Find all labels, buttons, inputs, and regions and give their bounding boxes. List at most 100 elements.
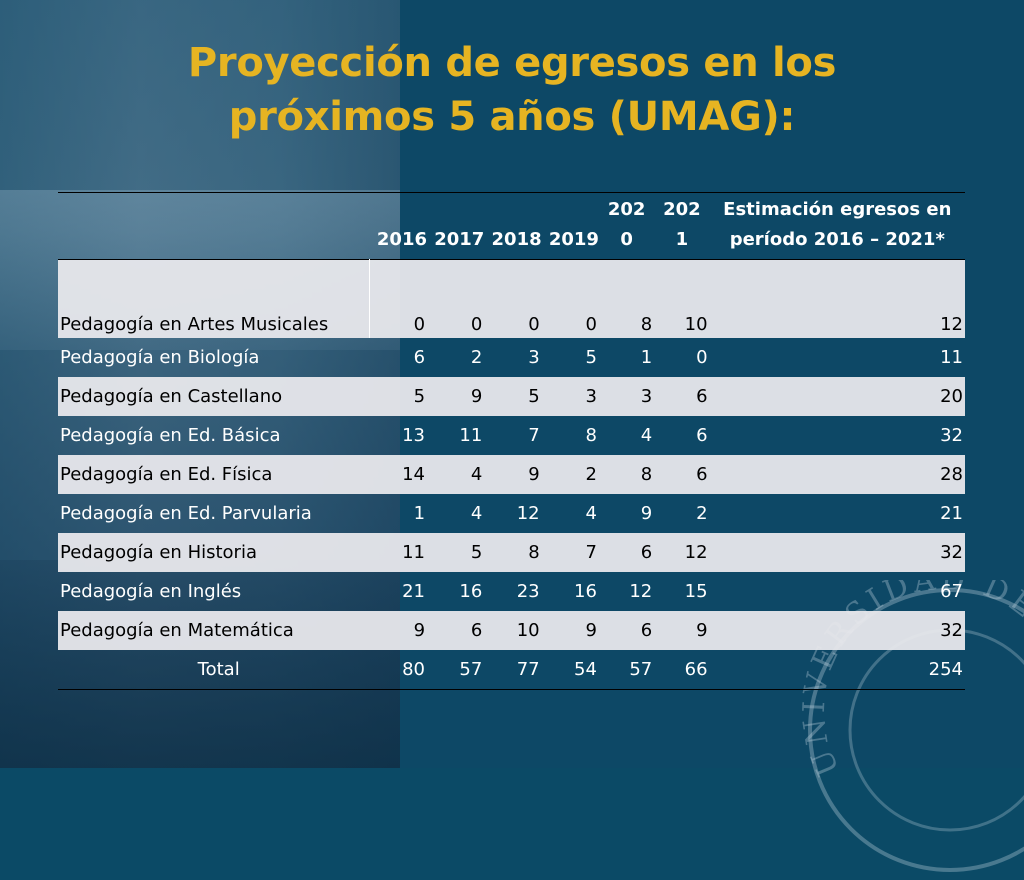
header-2020: 202 0 xyxy=(607,199,646,250)
year-value-cell: 9 xyxy=(427,377,485,416)
year-value-cell: 5 xyxy=(427,533,485,572)
year-value-cell: 12 xyxy=(516,503,540,524)
year-value-cell: 6 xyxy=(696,425,708,446)
year-value-cell: 2 xyxy=(696,503,708,524)
header-2018: 2018 xyxy=(491,229,542,250)
year-value-cell: 8 xyxy=(484,533,542,572)
year-value-cell: 1 xyxy=(640,347,653,368)
estimate-cell: 67 xyxy=(940,581,963,602)
table-row: Pedagogía en Ed. Parvularia 1 4 12 4 9 2 21 xyxy=(58,494,965,533)
year-value-cell: 3 xyxy=(598,377,655,416)
estimate-cell: 32 xyxy=(709,611,965,650)
table-row: Pedagogía en Ed. Física 14 4 9 2 8 6 28 xyxy=(58,455,965,494)
year-value-cell: 1 xyxy=(413,503,426,524)
program-name: Pedagogía en Matemática xyxy=(58,611,370,650)
total-value-cell: 54 xyxy=(541,650,599,690)
header-program xyxy=(58,193,370,260)
year-value-cell: 12 xyxy=(629,581,653,602)
total-value-cell: 66 xyxy=(654,650,710,690)
year-value-cell: 12 xyxy=(654,533,710,572)
year-value-cell: 9 xyxy=(369,611,428,650)
program-name: Pedagogía en Biología xyxy=(60,347,260,368)
year-value-cell: 6 xyxy=(598,533,655,572)
slide-title-line-1: Proyección de egresos en los xyxy=(187,40,837,86)
estimate-cell: 20 xyxy=(709,377,965,416)
year-value-cell: 5 xyxy=(585,347,597,368)
program-name: Pedagogía en Ed. Parvularia xyxy=(60,503,312,524)
year-value-cell: 8 xyxy=(598,455,655,494)
program-name: Pedagogía en Ed. Básica xyxy=(60,425,281,446)
total-value-cell: 57 xyxy=(598,650,655,690)
year-value-cell: 7 xyxy=(528,425,540,446)
total-row: Total 80 57 77 54 57 66 254 xyxy=(58,650,965,690)
total-label: Total xyxy=(58,650,370,690)
year-value-cell: 14 xyxy=(369,455,428,494)
program-name: Pedagogía en Historia xyxy=(58,533,370,572)
year-value-cell: 13 xyxy=(402,425,426,446)
program-name: Pedagogía en Inglés xyxy=(60,581,242,602)
graduates-table: 2016 2017 2018 2019 202 0 202 1 Estimación… xyxy=(58,192,965,690)
year-value-cell: 21 xyxy=(402,581,426,602)
year-value-cell: 11 xyxy=(459,425,483,446)
slide-title: Proyección de egresos en los próximos 5 … xyxy=(0,36,1024,144)
table-row: Pedagogía en Matemática 9 6 10 9 6 9 32 xyxy=(58,611,965,650)
program-name: Pedagogía en Artes Musicales xyxy=(58,259,371,338)
year-value-cell: 16 xyxy=(459,581,483,602)
estimate-cell: 28 xyxy=(709,455,965,494)
total-estimate-cell: 254 xyxy=(709,650,965,690)
year-value-cell: 4 xyxy=(585,503,597,524)
year-value-cell: 5 xyxy=(369,377,428,416)
year-value-cell: 16 xyxy=(574,581,597,602)
program-name: Pedagogía en Ed. Física xyxy=(58,455,370,494)
header-2016: 2016 xyxy=(376,229,428,250)
year-value-cell: 3 xyxy=(528,347,540,368)
year-value-cell: 6 xyxy=(598,611,655,650)
year-value-cell: 5 xyxy=(484,377,542,416)
table-row: Pedagogía en Artes Musicales 0 0 0 0 8 10 12 xyxy=(58,259,965,338)
estimate-cell: 11 xyxy=(940,347,963,368)
table-row: Pedagogía en Ed. Básica 13 11 7 8 4 6 32 xyxy=(58,416,965,455)
year-value-cell: 9 xyxy=(541,611,599,650)
estimate-cell: 32 xyxy=(709,533,965,572)
year-value-cell: 0 xyxy=(696,347,708,368)
estimate-cell: 12 xyxy=(709,259,965,338)
year-value-cell: 15 xyxy=(684,581,708,602)
year-value-cell: 9 xyxy=(484,455,542,494)
year-value-cell: 7 xyxy=(541,533,599,572)
estimate-cell: 32 xyxy=(940,425,963,446)
year-value-cell: 6 xyxy=(413,347,426,368)
year-value-cell: 10 xyxy=(484,611,542,650)
year-value-cell: 23 xyxy=(516,581,540,602)
table-row: Pedagogía en Biología 6 2 3 5 1 0 11 xyxy=(58,338,965,377)
total-value-cell: 80 xyxy=(369,650,428,690)
header-2017: 2017 xyxy=(434,229,485,250)
year-value-cell: 9 xyxy=(654,611,710,650)
year-value-cell: 4 xyxy=(427,455,485,494)
year-value-cell: 6 xyxy=(427,611,485,650)
total-value-cell: 57 xyxy=(427,650,485,690)
year-value-cell: 3 xyxy=(541,377,599,416)
year-value-cell: 2 xyxy=(541,455,599,494)
year-value-cell: 6 xyxy=(654,455,710,494)
year-value-cell: 0 xyxy=(484,259,542,338)
estimate-cell: 21 xyxy=(940,503,963,524)
year-value-cell: 0 xyxy=(427,259,485,338)
total-value-cell: 77 xyxy=(484,650,542,690)
year-value-cell: 6 xyxy=(654,377,710,416)
year-value-cell: 4 xyxy=(470,503,483,524)
table-row: Pedagogía en Castellano 5 9 5 3 3 6 20 xyxy=(58,377,965,416)
table-header-row: 2016 2017 2018 2019 202 0 202 1 Estimación… xyxy=(58,192,965,260)
year-value-cell: 0 xyxy=(541,259,599,338)
year-value-cell: 8 xyxy=(598,259,655,338)
year-value-cell: 0 xyxy=(369,259,428,338)
program-name: Pedagogía en Castellano xyxy=(58,377,370,416)
header-2021: 202 1 xyxy=(663,199,701,250)
year-value-cell: 9 xyxy=(640,503,653,524)
year-value-cell: 2 xyxy=(470,347,483,368)
header-estimate: Estimación egresos en período 2016 – 202… xyxy=(723,199,952,250)
table-row: Pedagogía en Inglés 21 16 23 16 12 15 67 xyxy=(58,572,965,611)
year-value-cell: 10 xyxy=(654,259,710,338)
year-value-cell: 8 xyxy=(585,425,597,446)
header-2019: 2019 xyxy=(548,229,599,250)
slide-title-line-2: próximos 5 años (UMAG): xyxy=(228,94,796,140)
